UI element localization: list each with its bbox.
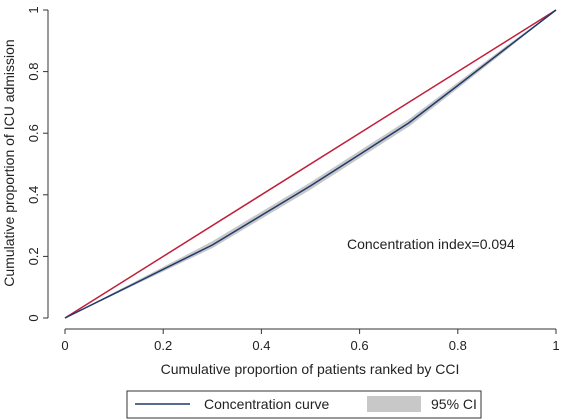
- legend-ci-swatch: [367, 396, 421, 412]
- x-axis-title: Cumulative proportion of patients ranked…: [161, 361, 460, 377]
- x-tick-label: 0.4: [252, 338, 270, 353]
- x-tick-label: 1: [552, 338, 559, 353]
- legend-concentration-curve-label: Concentration curve: [204, 396, 330, 412]
- y-tick-label: 0.4: [26, 186, 41, 204]
- y-tick-label: 0.2: [26, 247, 41, 265]
- y-tick-label: 1: [26, 6, 41, 13]
- x-tick-label: 0.2: [154, 338, 172, 353]
- y-tick-label: 0.6: [26, 124, 41, 142]
- concentration-curve-line: [64, 9, 557, 319]
- x-tick-label: 0.6: [351, 338, 369, 353]
- y-axis-title: Cumulative proportion of ICU admission: [1, 39, 17, 286]
- legend: Concentration curve 95% CI: [126, 390, 482, 419]
- legend-ci-label: 95% CI: [431, 396, 477, 412]
- line-of-equality: [64, 9, 557, 319]
- x-tick-label: 0: [61, 338, 68, 353]
- y-tick-label: 0.8: [26, 63, 41, 81]
- plot-area: [64, 9, 557, 319]
- x-tick-label: 0.8: [449, 338, 467, 353]
- y-tick-label: 0: [26, 314, 41, 321]
- axes: 0 0.2 0.4 0.6 0.8 1 0 0.2 0.4 0.6 0.8 1: [26, 6, 560, 353]
- concentration-index-annotation: Concentration index=0.094: [347, 236, 515, 252]
